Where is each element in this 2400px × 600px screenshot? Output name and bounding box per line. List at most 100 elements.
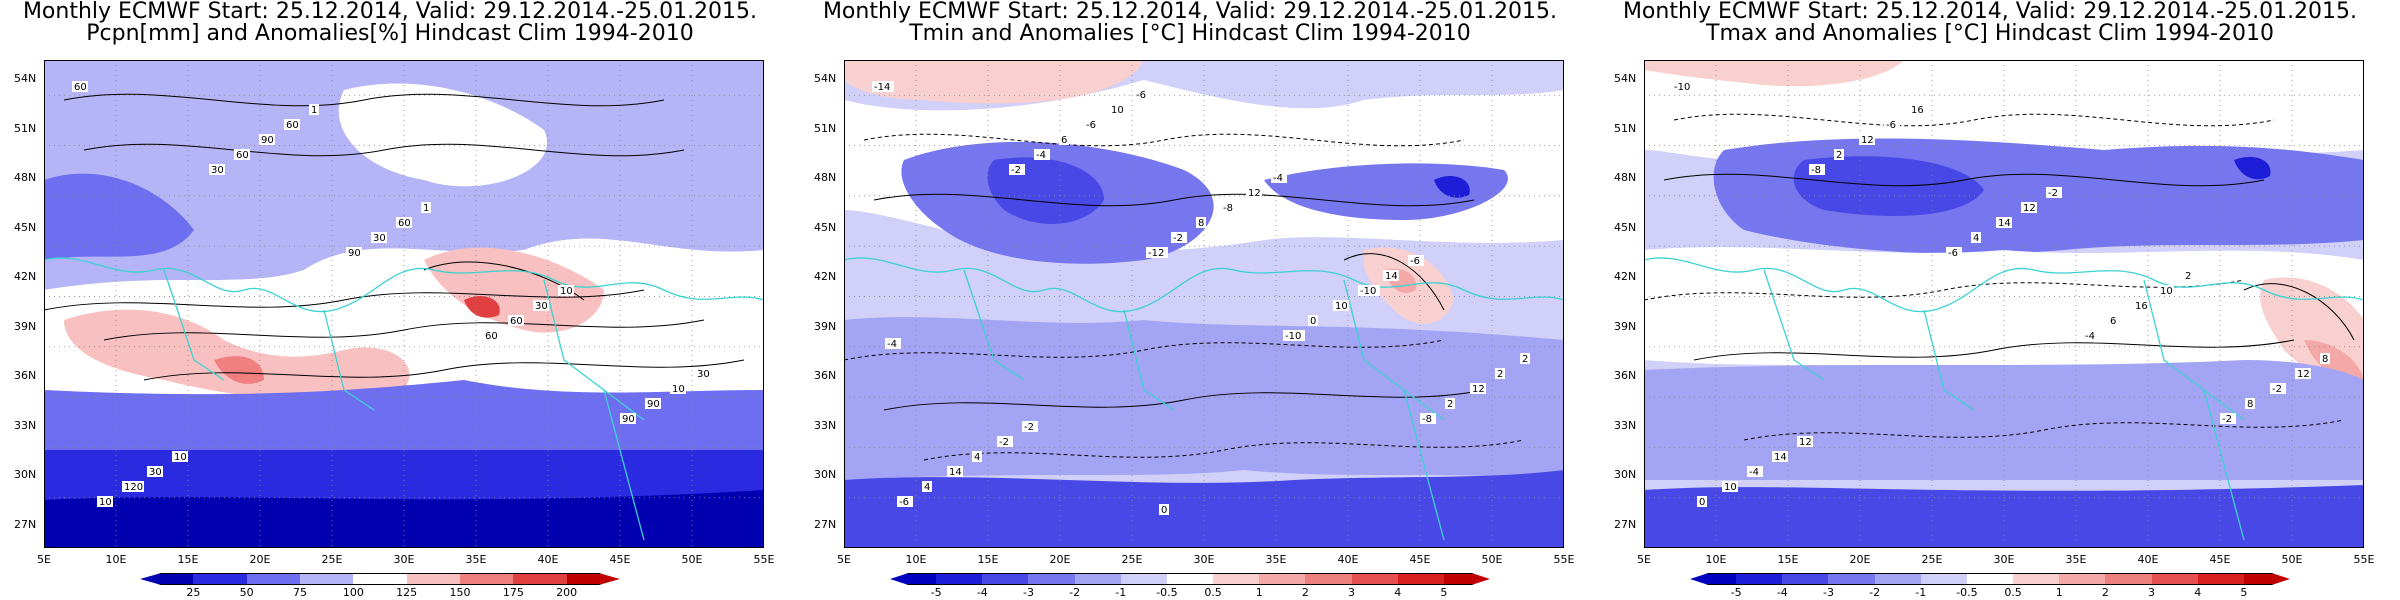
contour-label: 14	[949, 467, 962, 478]
contour-line	[1673, 113, 2275, 127]
contour-label: -12	[1148, 248, 1164, 259]
lon-tick-label: 45E	[2209, 553, 2231, 566]
contour-line	[143, 359, 745, 381]
contour-label-bg	[1408, 255, 1424, 266]
colorbar-tick-label: -4	[1776, 586, 1788, 599]
lon-tick-label: 5E	[1637, 553, 1651, 566]
contour-label-bg	[1308, 315, 1318, 326]
contour-label-bg	[371, 232, 387, 243]
contour-label-bg	[97, 496, 113, 507]
contour-label-bg	[922, 481, 932, 492]
contour-label-bg	[2021, 202, 2037, 213]
colorbar-tick-label: 2	[2101, 586, 2109, 599]
lon-tick-label: 45E	[609, 553, 631, 566]
contour-label: 60	[485, 331, 498, 342]
contour-label-bg	[997, 436, 1013, 447]
contour-label: 10	[672, 384, 685, 395]
anomaly-region	[844, 470, 1564, 548]
contour-label: 14	[1385, 271, 1398, 282]
lat-tick-label: 51N	[814, 121, 837, 135]
contour-label-bg	[421, 202, 431, 213]
colorbar-segment	[2013, 573, 2060, 585]
contour-label-bg	[1009, 164, 1025, 175]
contour-label-bg	[972, 451, 982, 462]
anomaly-region	[2234, 156, 2271, 180]
contour-label: -4	[887, 339, 897, 350]
contour-label: 16	[1911, 105, 1924, 116]
contour-labels: -14 -2 -12 -10 -8 -6 -4 -2 0 2 4 6 8 10 12 14 -6 -8 -10 2 4 1…	[872, 81, 1530, 516]
lon-tick-label: 30E	[1993, 553, 2015, 566]
contour-label-bg	[2083, 330, 2099, 341]
contour-lines	[1644, 113, 2355, 441]
colorbar-tick-label: -0.5	[1956, 586, 1978, 599]
contour-label: 1	[423, 203, 429, 214]
contour-label: 30	[697, 369, 710, 380]
contour-label: 60	[74, 82, 87, 93]
contour-label: 90	[261, 135, 274, 146]
lat-tick-label: 30N	[14, 468, 37, 481]
contour-label-bg	[1246, 187, 1262, 198]
contour-label: -4	[1749, 467, 1759, 478]
lon-tick-label: 50E	[681, 553, 703, 566]
contour-label: -2	[1024, 422, 1034, 433]
panel-title-line2: Tmax and Anomalies [°C] Hindcast Clim 19…	[1706, 21, 2274, 46]
contour-label: 90	[348, 248, 361, 259]
contour-label: 90	[647, 399, 660, 410]
lon-tick-label: 30E	[393, 553, 415, 566]
colorbar-segment	[2105, 573, 2152, 585]
contour-label: 60	[286, 120, 299, 131]
colorbar-tick-label: 25	[186, 586, 201, 599]
colorbar-segment	[193, 573, 247, 585]
contour-label-bg	[1109, 104, 1125, 115]
colorbar-segment	[1828, 573, 1875, 585]
colorbar-segment	[1782, 573, 1829, 585]
lon-tick-label: 30E	[1193, 553, 1215, 566]
colorbar-tick-label: 75	[293, 586, 307, 599]
lon-tick-label: 5E	[837, 553, 851, 566]
contour-label: 30	[373, 233, 386, 244]
map-area: -10 -8 -6 -4 -2 0 2 4 6 8 10 12 14 16 -2 -4 -6 12 10 12 14 16…	[1644, 60, 2364, 548]
contour-label-bg	[2183, 270, 2193, 281]
colorbar-segment	[566, 573, 620, 585]
contour-label-bg	[2220, 413, 2236, 424]
contour-label-bg	[483, 330, 499, 341]
contour-label: 14	[1998, 218, 2011, 229]
contour-line	[44, 289, 645, 311]
colorbar-tick-label: 50	[239, 586, 254, 599]
anomaly-region	[1644, 60, 2364, 163]
contour-label: -2	[1173, 233, 1183, 244]
contour-label: 12	[1861, 135, 1874, 146]
contour-label-bg	[1271, 172, 1287, 183]
contour-label: 2	[1447, 399, 1453, 410]
contour-label: 60	[398, 218, 411, 229]
panel-title-line1: Monthly ECMWF Start: 25.12.2014, Valid: …	[822, 0, 1558, 24]
contour-label-bg	[259, 134, 275, 145]
contour-line	[1693, 339, 2295, 361]
panel-tmin: Monthly ECMWF Start: 25.12.2014, Valid: …	[800, 0, 1580, 600]
map-area: 60 30 90 60 90 10 60 30 60 90 120 90 60 30 10 30 60 1 10 30…	[44, 60, 764, 548]
contour-line	[103, 319, 705, 341]
lat-tick-label: 39N	[1614, 319, 1637, 333]
lon-tick-label: 20E	[1849, 553, 1871, 566]
colorbar-segment	[1028, 573, 1075, 585]
lon-tick-label: 40E	[1337, 553, 1359, 566]
contour-label-bg	[1722, 481, 1738, 492]
contour-label-bg	[234, 149, 250, 160]
contour-label-bg	[72, 81, 88, 92]
lon-tick-label: 55E	[753, 553, 775, 566]
contour-label-bg	[2295, 368, 2311, 379]
contour-label-bg	[172, 451, 188, 462]
colorbar-tick-label: 1	[2055, 586, 2063, 599]
panel-title-line1: Monthly ECMWF Start: 25.12.2014, Valid: …	[1622, 0, 2358, 24]
colorbar-segment	[1351, 573, 1398, 585]
colorbar-tick-label: 0.5	[2004, 586, 2022, 599]
contour-label: -2	[2048, 188, 2058, 199]
contour-label-bg	[309, 104, 319, 115]
lon-tick-label: 25E	[321, 553, 343, 566]
contour-label: 6	[2110, 316, 2116, 327]
contour-label-bg	[670, 383, 686, 394]
colorbar-segment	[2151, 573, 2198, 585]
colorbar-segment	[2197, 573, 2244, 585]
contour-label-bg	[2245, 398, 2255, 409]
contour-label-bg	[1520, 353, 1530, 364]
